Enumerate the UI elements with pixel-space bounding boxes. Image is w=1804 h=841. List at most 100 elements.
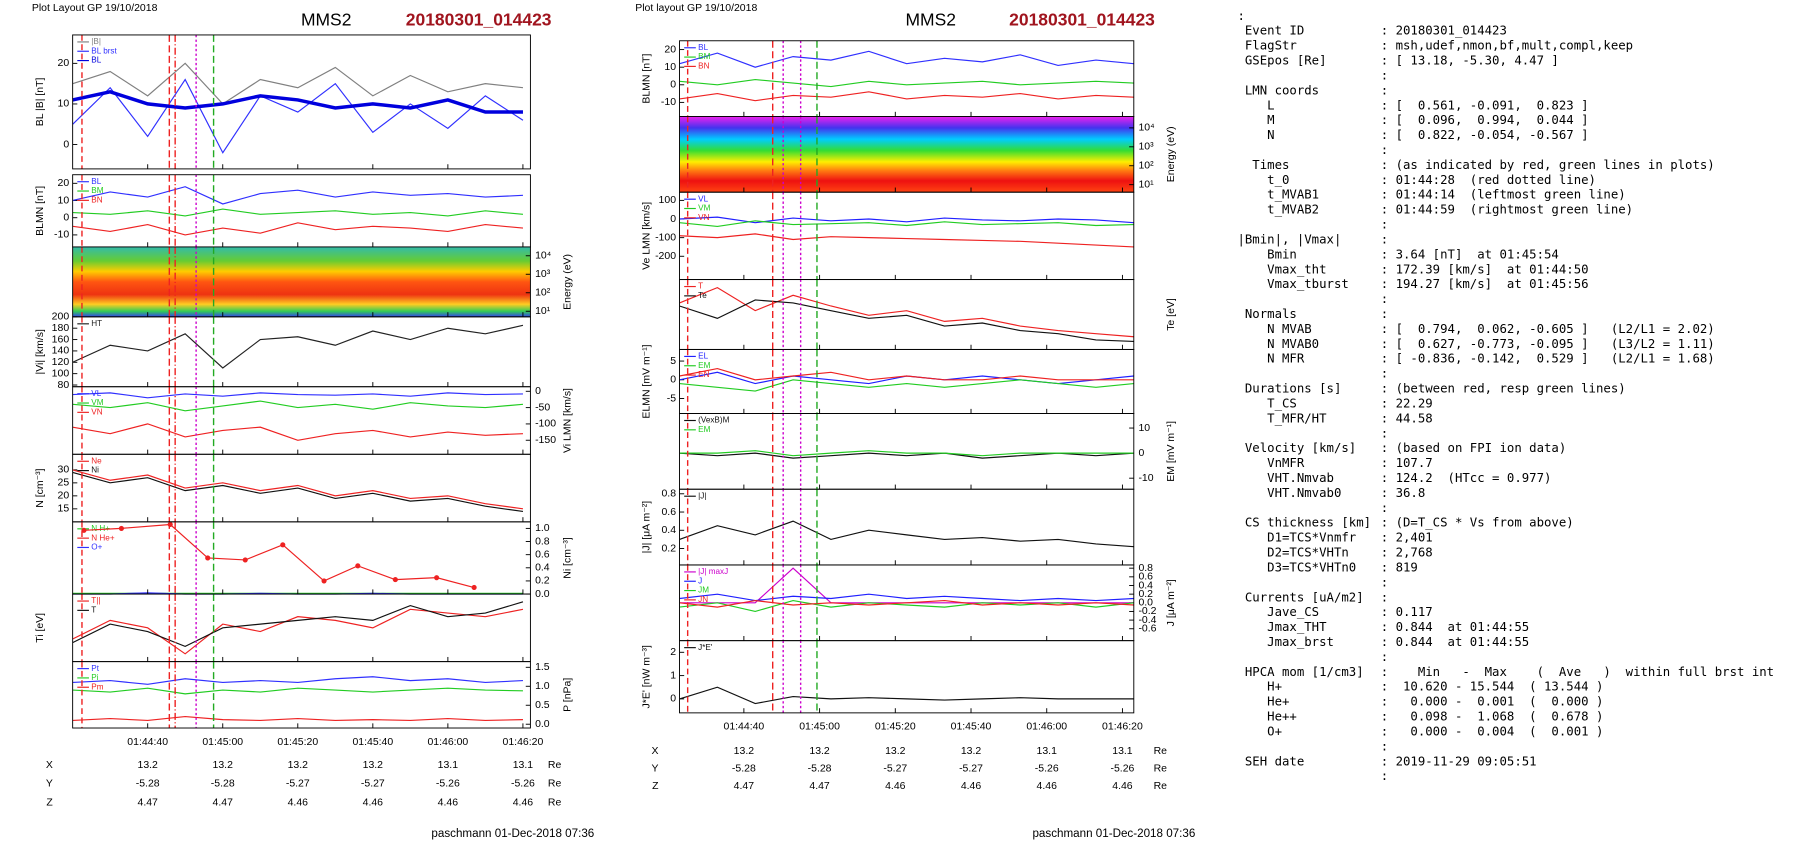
y-tick-label: 0.0 [1138,598,1153,609]
y-axis-label: Ti [eV] [35,613,46,643]
position-label: Z [652,781,659,792]
legend-label: |B| [91,37,101,46]
legend-label: J [698,576,702,585]
series-line [72,469,524,510]
y-tick-label: -100 [655,232,676,243]
series-line [679,599,1134,613]
panel: -0.6-0.4-0.20.00.20.40.60.8 J [μA m⁻²] |J|… [679,563,1177,642]
legend-label: J*E' [698,643,713,652]
panel-frame [679,279,1135,350]
summary-label: Jmax_THT [1237,620,1327,634]
series-line [72,423,523,441]
spectrogram [72,246,531,317]
legend-label: BN [91,196,102,205]
summary-value: : 0.844 at 01:44:55 [1381,620,1529,634]
summary-value: : 0.117 [1381,605,1433,619]
summary-value: : [1381,307,1388,321]
y-tick-label: 1.0 [535,681,550,692]
series-line [72,222,524,236]
summary-value: : 10.620 - 15.544 ( 13.544 ) [1381,680,1604,694]
panel: 10¹ 10² 10³ 10⁴ Energy (eV) [679,116,1177,193]
y-tick-label: 0.6 [661,507,676,518]
series-line [679,593,1134,602]
position-value: 4.46 [961,781,982,792]
series-line [72,392,523,399]
position-value: -5.27 [883,764,907,775]
summary-label: Vmax_tburst [1237,277,1348,291]
series-line [72,676,523,685]
summary-value: : 01:44:28 (red dotted line) [1381,173,1596,187]
legend-label: VL [698,194,708,203]
data-point [167,521,173,528]
summary-label: He++ [1237,710,1296,724]
legend-label: Pm [91,682,103,691]
position-value: -5.28 [732,764,756,775]
summary-label: LMN coords [1237,83,1319,97]
x-tick-label: 01:45:20 [277,737,318,748]
series-line [679,450,1134,457]
summary-value: : (between red, resp green lines) [1381,382,1626,396]
summary-value: : [1381,218,1388,232]
summary-value: : [ 0.561, -0.091, 0.823 ] [1381,98,1589,112]
summary-value: : [1381,739,1388,753]
summary-value: : [1381,590,1388,604]
summary-label: t_0 [1237,173,1289,187]
y-tick-label: 10³ [535,269,551,280]
summary-value: : 107.7 [1381,456,1433,470]
summary-value: : [1381,68,1388,82]
x-tick-label: 01:45:20 [875,722,916,733]
legend-label: BL brst [91,46,117,55]
position-value: -5.27 [286,779,310,790]
y-tick-label: 20 [57,58,69,69]
plot-event-id: 20180301_014423 [1009,10,1155,30]
summary-value: : msh,udef,nmon,bf,mult,compl,keep [1381,39,1633,53]
position-value: 4.47 [213,797,234,808]
summary-label: VnMFR [1237,456,1304,470]
panel: Te [eV] TTe [679,279,1177,350]
panel: 0.2 0.4 0.6 0.8 |J| [μA m⁻²] |J| [642,489,1135,566]
legend-label: VN [91,408,102,417]
y-axis-label: Ni [cm⁻³] [562,537,573,579]
panel: 0 1 2 J*E' [nW m⁻³] J*E' [642,640,1135,714]
x-tick-label: 01:44:40 [127,737,168,748]
y-tick-label: 1 [670,670,676,681]
summary-label: VHT.Nmvab0 [1237,486,1341,500]
y-tick-label: 10 [57,99,69,110]
y-tick-label: 0.0 [535,589,550,600]
y-tick-label: 10⁴ [1138,123,1154,134]
x-tick-label: 01:46:00 [427,737,468,748]
legend-label: BL [91,56,101,65]
position-value: -5.28 [136,779,160,790]
series-line [72,608,524,655]
y-tick-label: -5 [667,393,676,404]
series-line [679,520,1134,548]
summary-label: Currents [uA/m2] [1237,590,1363,604]
series-line [72,186,523,205]
legend-label: T [91,606,96,615]
position-value: -5.26 [1111,764,1135,775]
data-point [471,584,477,591]
summary-value: : [1381,575,1388,589]
summary-value: : 0.000 - 0.001 ( 0.000 ) [1381,695,1604,709]
summary-value: : 2019-11-29 09:05:51 [1381,754,1537,768]
series-line [72,687,523,695]
summary-label: N MFR [1237,352,1304,366]
panel-frame [72,34,531,170]
position-value: 13.2 [137,760,158,771]
y-tick-label: -200 [655,251,676,262]
position-value: -5.27 [959,764,983,775]
panel-frame [72,661,531,729]
summary-label: t_MVAB1 [1237,188,1319,202]
y-tick-label: 10² [535,288,551,299]
summary-value: : [1381,367,1388,381]
summary-value: : 01:44:59 (rightmost green line) [1381,203,1633,217]
summary-value: : 194.27 [km/s] at 01:45:56 [1381,277,1589,291]
summary-value: : Min - Max ( Ave ) within full brst int [1381,665,1774,679]
plot-header: Plot Layout GP 19/10/2018 [32,3,158,14]
summary-value: : 22.29 [1381,396,1433,410]
y-tick-label: -100 [535,419,556,430]
